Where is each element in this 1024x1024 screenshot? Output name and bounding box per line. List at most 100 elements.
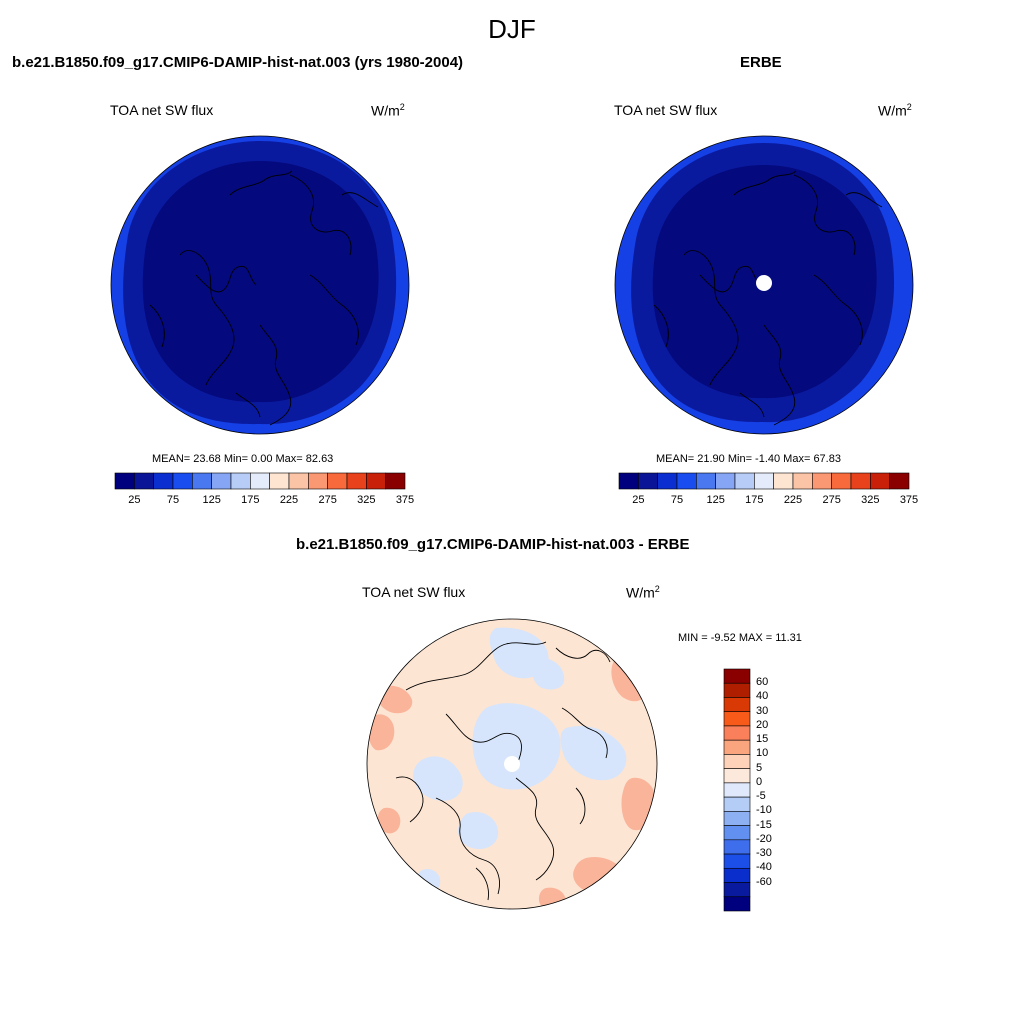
left-colorbar-label: 75	[166, 494, 180, 506]
left-colorbar-label: 375	[395, 494, 415, 506]
left-colorbar-label: 175	[241, 494, 260, 506]
right-colorbar-box	[850, 472, 871, 490]
left-panel-title: b.e21.B1850.f09_g17.CMIP6-DAMIP-hist-nat…	[12, 54, 464, 71]
diff-colorbar-label: -30	[756, 847, 772, 860]
diff-colorbar-labels: 60 40 30 20 15 10 5 0 -5 -10 -15 -20 -30 -40 -60	[756, 669, 796, 911]
left-colorbar-box	[250, 472, 270, 490]
right-colorbar	[618, 472, 910, 490]
diff-colorbar-box	[723, 811, 751, 826]
left-colorbar-box	[308, 472, 328, 490]
diff-colorbar-label: 60	[756, 676, 769, 689]
main-title: DJF	[488, 14, 536, 44]
diff-colorbar-label: 20	[756, 718, 769, 731]
left-map-coastlines	[149, 170, 379, 426]
right-colorbar-label: 225	[783, 494, 803, 506]
diff-colorbar-box	[723, 782, 751, 798]
diff-colorbar-label: 5	[756, 761, 763, 774]
right-colorbar-box	[831, 472, 852, 490]
diff-colorbar-box	[723, 867, 751, 883]
diff-colorbar-box	[723, 754, 751, 769]
diff-panel-title: b.e21.B1850.f09_g17.CMIP6-DAMIP-hist-nat…	[296, 536, 690, 553]
left-colorbar-labels: 25 75 125 175 225 275 325 375	[115, 494, 414, 508]
diff-colorbar-box	[723, 768, 751, 784]
diff-map-coastlines	[395, 641, 611, 901]
diff-colorbar-box	[723, 711, 751, 727]
right-colorbar-label: 275	[822, 494, 841, 506]
right-colorbar-box	[792, 472, 813, 490]
diff-colorbar-box	[723, 825, 751, 841]
right-colorbar-label: 325	[861, 494, 880, 506]
left-colorbar-box	[366, 472, 386, 490]
right-colorbar-box	[754, 472, 774, 490]
left-colorbar-box	[230, 472, 251, 490]
diff-polar-map	[366, 618, 658, 910]
right-colorbar-box	[870, 472, 890, 490]
right-colorbar-box	[696, 472, 716, 490]
right-colorbar-box	[773, 472, 794, 490]
right-map-pole-gap	[756, 275, 772, 291]
right-colorbar-box	[676, 472, 697, 490]
left-colorbar-box	[134, 472, 154, 490]
diff-colorbar-box	[723, 668, 751, 684]
right-colorbar-box	[812, 472, 832, 490]
left-polar-map	[110, 135, 410, 435]
left-colorbar-label: 225	[279, 494, 299, 506]
diff-colorbar-label: 30	[756, 704, 769, 717]
diff-colorbar-box	[723, 896, 751, 912]
right-colorbar-box	[638, 472, 658, 490]
left-colorbar-label: 25	[128, 494, 141, 506]
diff-colorbar-box	[723, 697, 751, 713]
right-polar-map	[614, 135, 914, 435]
diff-colorbar-box	[723, 839, 751, 855]
right-colorbar-labels: 25 75 125 175 225 275 325 375	[619, 494, 918, 508]
diff-colorbar-label: -15	[756, 818, 772, 831]
left-colorbar-label: 325	[357, 494, 376, 506]
right-map-coastlines	[653, 170, 883, 426]
left-variable-label: TOA net SW flux	[110, 102, 214, 118]
left-colorbar-box	[211, 472, 232, 490]
right-colorbar-box	[618, 472, 639, 490]
left-colorbar-box	[346, 472, 367, 490]
left-stats: MEAN= 23.68 Min= 0.00 Max= 82.63	[152, 453, 334, 465]
right-units-label: W/m2	[878, 102, 912, 119]
left-colorbar	[114, 472, 406, 490]
diff-colorbar-box	[723, 853, 751, 869]
left-colorbar-box	[327, 472, 348, 490]
right-colorbar-label: 175	[745, 494, 764, 506]
diff-map-pole-gap	[504, 756, 520, 772]
left-colorbar-box	[114, 472, 135, 490]
diff-colorbar-label: -20	[756, 832, 772, 845]
right-colorbar-label: 125	[706, 494, 725, 506]
diff-variable-label: TOA net SW flux	[362, 584, 466, 600]
diff-colorbar-box	[723, 796, 751, 812]
right-colorbar-label: 25	[632, 494, 645, 506]
diff-map-negative-regions	[413, 627, 627, 893]
left-colorbar-box	[288, 472, 309, 490]
diff-colorbar-label: -10	[756, 804, 772, 817]
diff-colorbar-label: 40	[756, 690, 769, 703]
diff-colorbar-label: -40	[756, 861, 772, 874]
right-colorbar-box	[734, 472, 755, 490]
left-colorbar-box	[269, 472, 290, 490]
left-colorbar-box	[153, 472, 174, 490]
left-colorbar-label: 275	[318, 494, 337, 506]
diff-colorbar-box	[723, 682, 751, 698]
diff-colorbar-label: 15	[756, 733, 769, 746]
right-colorbar-label: 375	[899, 494, 919, 506]
diff-colorbar-label: -5	[756, 790, 766, 803]
left-colorbar-label: 125	[202, 494, 221, 506]
left-colorbar-box	[172, 472, 193, 490]
diff-colorbar-label: 0	[756, 775, 763, 788]
right-colorbar-box	[715, 472, 736, 490]
right-stats: MEAN= 21.90 Min= -1.40 Max= 67.83	[656, 453, 841, 465]
left-colorbar-box	[192, 472, 212, 490]
diff-colorbar-box	[723, 882, 751, 898]
diff-colorbar-label: -60	[756, 875, 772, 888]
diff-units-label: W/m2	[626, 584, 660, 601]
right-colorbar-box	[657, 472, 678, 490]
left-colorbar-box	[385, 472, 406, 490]
diff-colorbar-box	[723, 725, 751, 741]
diff-colorbar-box	[723, 739, 751, 755]
right-panel-title: ERBE	[740, 54, 782, 71]
right-variable-label: TOA net SW flux	[614, 102, 718, 118]
